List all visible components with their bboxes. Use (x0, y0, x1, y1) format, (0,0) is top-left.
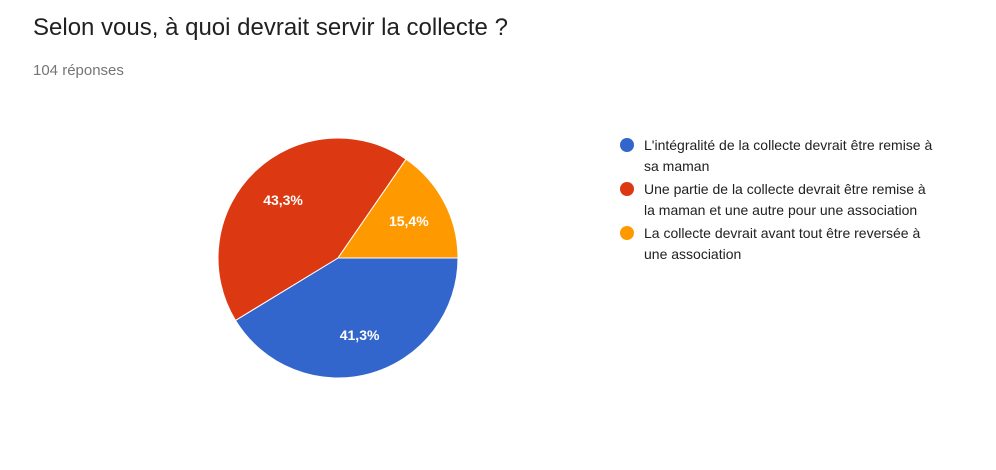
legend-swatch-icon (620, 226, 634, 240)
legend-item-0[interactable]: L'intégralité de la collecte devrait êtr… (620, 135, 940, 177)
slice-label-2: 15,4% (389, 213, 429, 229)
legend-item-2[interactable]: La collecte devrait avant tout être reve… (620, 223, 940, 265)
legend-item-1[interactable]: Une partie de la collecte devrait être r… (620, 179, 940, 221)
response-count: 104 réponses (33, 62, 124, 79)
chart-title: Selon vous, à quoi devrait servir la col… (33, 14, 508, 41)
legend-label: Une partie de la collecte devrait être r… (644, 181, 926, 218)
legend-label: La collecte devrait avant tout être reve… (644, 225, 921, 262)
pie-slice-2[interactable] (337, 158, 459, 259)
legend-swatch-icon (620, 182, 634, 196)
pie-slice-1[interactable] (217, 137, 407, 322)
slice-label-1: 43,3% (263, 192, 303, 208)
legend-swatch-icon (620, 138, 634, 152)
legend-label: L'intégralité de la collecte devrait êtr… (644, 137, 933, 174)
pie-slice-0[interactable] (234, 257, 459, 379)
chart-legend: L'intégralité de la collecte devrait êtr… (620, 135, 940, 267)
slice-label-0: 41,3% (340, 327, 380, 343)
